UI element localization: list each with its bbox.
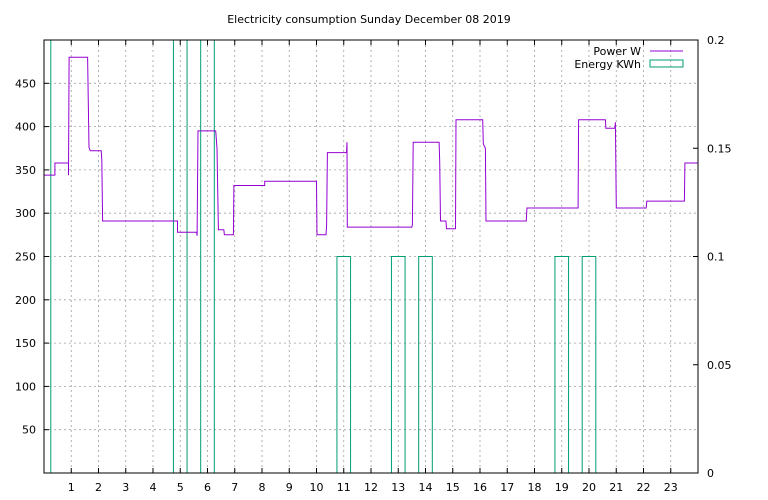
energy-bar [554, 256, 570, 473]
x-tick-label: 10 [310, 481, 324, 494]
y-left-axis-ticks: 50 100 150 200 250 300 350 400 450 [15, 77, 49, 437]
y-left-tick-label: 50 [22, 424, 36, 437]
grid [44, 40, 698, 473]
y-left-tick-label: 400 [15, 121, 36, 134]
x-tick-label: 16 [473, 481, 487, 494]
legend-energy-label: Energy KWh [574, 58, 641, 71]
energy-bar [418, 256, 433, 473]
energy-bar [581, 256, 597, 473]
x-tick-label: 8 [259, 481, 266, 494]
y-left-tick-label: 350 [15, 164, 36, 177]
x-tick-label: 11 [337, 481, 351, 494]
x-tick-label: 6 [204, 481, 211, 494]
y-right-tick-label: 0.15 [707, 142, 732, 155]
y-left-tick-label: 100 [15, 380, 36, 393]
y-right-axis-ticks: 0 0.05 0.1 0.15 0.2 [693, 34, 732, 480]
x-tick-label: 14 [419, 481, 433, 494]
x-tick-label: 9 [286, 481, 293, 494]
x-tick-label: 2 [95, 481, 102, 494]
y-left-tick-label: 300 [15, 207, 36, 220]
x-tick-label: 18 [528, 481, 542, 494]
x-tick-label: 3 [122, 481, 129, 494]
legend-power-label: Power W [593, 45, 641, 58]
y-right-tick-label: 0.05 [707, 359, 732, 372]
energy-bar [336, 256, 352, 473]
y-left-tick-label: 200 [15, 294, 36, 307]
x-axis-ticks: 1 2 3 4 5 6 7 8 9 10 11 12 13 14 15 16 17 18 19 20 21 22 23 [68, 40, 678, 494]
y-right-tick-label: 0.2 [707, 34, 725, 47]
x-tick-label: 17 [500, 481, 514, 494]
energy-bar [390, 256, 406, 473]
y-left-tick-label: 250 [15, 251, 36, 264]
x-tick-label: 21 [609, 481, 623, 494]
x-tick-label: 19 [555, 481, 569, 494]
x-tick-label: 20 [582, 481, 596, 494]
y-left-tick-label: 450 [15, 77, 36, 90]
y-right-tick-label: 0.1 [707, 251, 725, 264]
x-tick-label: 22 [637, 481, 651, 494]
power-line [44, 56, 698, 236]
legend: Power W Energy KWh [574, 45, 684, 71]
x-tick-label: 23 [664, 481, 678, 494]
x-tick-label: 15 [446, 481, 460, 494]
x-tick-label: 13 [391, 481, 405, 494]
power-series [44, 56, 698, 236]
legend-energy-swatch [649, 59, 684, 68]
x-tick-label: 4 [150, 481, 157, 494]
x-tick-label: 7 [231, 481, 238, 494]
y-right-tick-label: 0 [707, 467, 714, 480]
x-tick-label: 5 [177, 481, 184, 494]
x-tick-label: 12 [364, 481, 378, 494]
x-tick-label: 1 [68, 481, 75, 494]
chart-title: Electricity consumption Sunday December … [227, 13, 511, 26]
y-left-tick-label: 150 [15, 337, 36, 350]
